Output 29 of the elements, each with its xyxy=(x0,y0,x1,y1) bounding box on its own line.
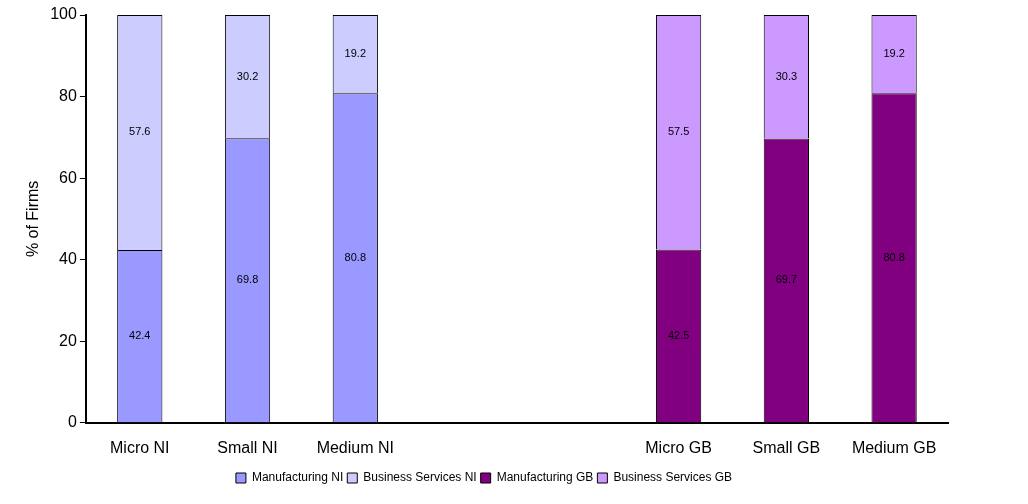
legend-label: Manufacturing NI xyxy=(251,470,344,485)
legend-label: Manufacturing GB xyxy=(496,470,594,485)
y-tick-label: 80 xyxy=(59,86,77,104)
data-label: 19.2 xyxy=(344,47,367,60)
x-tick-label: Small GB xyxy=(752,438,821,456)
x-tick-label: Micro GB xyxy=(645,438,712,456)
x-tick-label: Micro NI xyxy=(110,438,170,456)
data-label: 80.8 xyxy=(883,250,905,263)
data-label: 42.5 xyxy=(667,328,690,341)
x-tick-label: Medium NI xyxy=(316,438,394,456)
y-tick-label: 0 xyxy=(67,413,77,431)
data-label: 30.2 xyxy=(236,69,259,82)
data-label: 57.5 xyxy=(667,125,690,138)
y-tick-label: 100 xyxy=(50,5,77,23)
data-label: 19.2 xyxy=(883,47,905,60)
y-tick-label: 20 xyxy=(59,331,77,349)
data-label: 69.7 xyxy=(775,273,798,286)
legend-label: Business Services NI xyxy=(363,470,477,485)
data-label: 30.3 xyxy=(775,69,798,82)
data-label: 69.8 xyxy=(236,273,259,286)
x-tick-label: Small NI xyxy=(217,438,278,456)
y-axis-title: % of Firms xyxy=(24,180,42,258)
data-label: 57.6 xyxy=(129,125,151,138)
legend-label: Business Services GB xyxy=(613,470,733,485)
data-label: 80.8 xyxy=(344,250,367,263)
x-tick-label: Medium GB xyxy=(851,438,937,456)
y-tick-label: 40 xyxy=(59,250,77,268)
y-tick-label: 60 xyxy=(59,168,77,186)
data-label: 42.4 xyxy=(129,329,151,342)
